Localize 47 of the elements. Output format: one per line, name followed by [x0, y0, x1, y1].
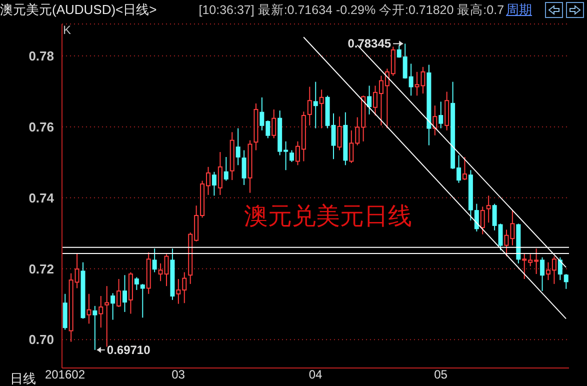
candlestick	[367, 85, 372, 115]
text: 周期	[506, 1, 532, 19]
chart-title: 澳元美元(AUDUSD)<日线>	[0, 1, 157, 19]
chart-subtitle: [10:36:37] 最新:0.71634 -0.29% 今开:0.71820 最高:0.7	[198, 2, 504, 18]
annotation: K	[63, 23, 72, 37]
candlestick	[134, 276, 139, 290]
candlestick	[242, 150, 246, 186]
candlestick	[152, 248, 157, 273]
candlestick	[558, 256, 562, 281]
candlestick	[432, 105, 438, 136]
candlestick	[540, 256, 545, 292]
candlestick	[212, 171, 216, 196]
x-axis-title: 日线	[10, 370, 36, 386]
x-tick-label: 201602	[44, 368, 86, 382]
candlestick	[98, 296, 104, 328]
candlestick	[236, 128, 240, 166]
y-tick-label: 0.74	[28, 190, 55, 206]
candlestick	[140, 283, 145, 318]
candlestick	[110, 292, 116, 320]
y-tick-label: 0.72	[28, 261, 54, 276]
y-tick-label: 0.78	[28, 48, 54, 64]
candlestick	[337, 116, 342, 151]
candlestick	[116, 278, 122, 308]
candlestick	[218, 152, 222, 196]
candlestick	[104, 286, 110, 348]
candlestick	[92, 305, 98, 350]
candlestick	[564, 274, 568, 290]
candlestick	[486, 195, 491, 224]
annotation: 0.69710	[106, 342, 151, 357]
x-tick-label: 04	[308, 368, 322, 382]
candlestick	[438, 101, 444, 129]
x-tick-label: 03	[172, 368, 186, 382]
candlestick	[480, 206, 485, 235]
candlestick	[86, 293, 92, 324]
candlestick	[272, 108, 276, 139]
candlestick	[462, 156, 467, 181]
annotation: 0.78345	[348, 36, 392, 51]
x-tick-label: 05	[434, 368, 448, 382]
candlestick	[122, 274, 127, 312]
candlestick	[313, 81, 318, 129]
candlestick	[319, 89, 324, 129]
candlestick	[307, 86, 312, 126]
candlestick	[290, 150, 294, 162]
annotation: 澳元兑美元日线	[244, 201, 412, 232]
y-tick-label: 0.70	[28, 332, 54, 348]
candlestick	[224, 156, 228, 182]
y-tick-label: 0.76	[28, 119, 54, 134]
